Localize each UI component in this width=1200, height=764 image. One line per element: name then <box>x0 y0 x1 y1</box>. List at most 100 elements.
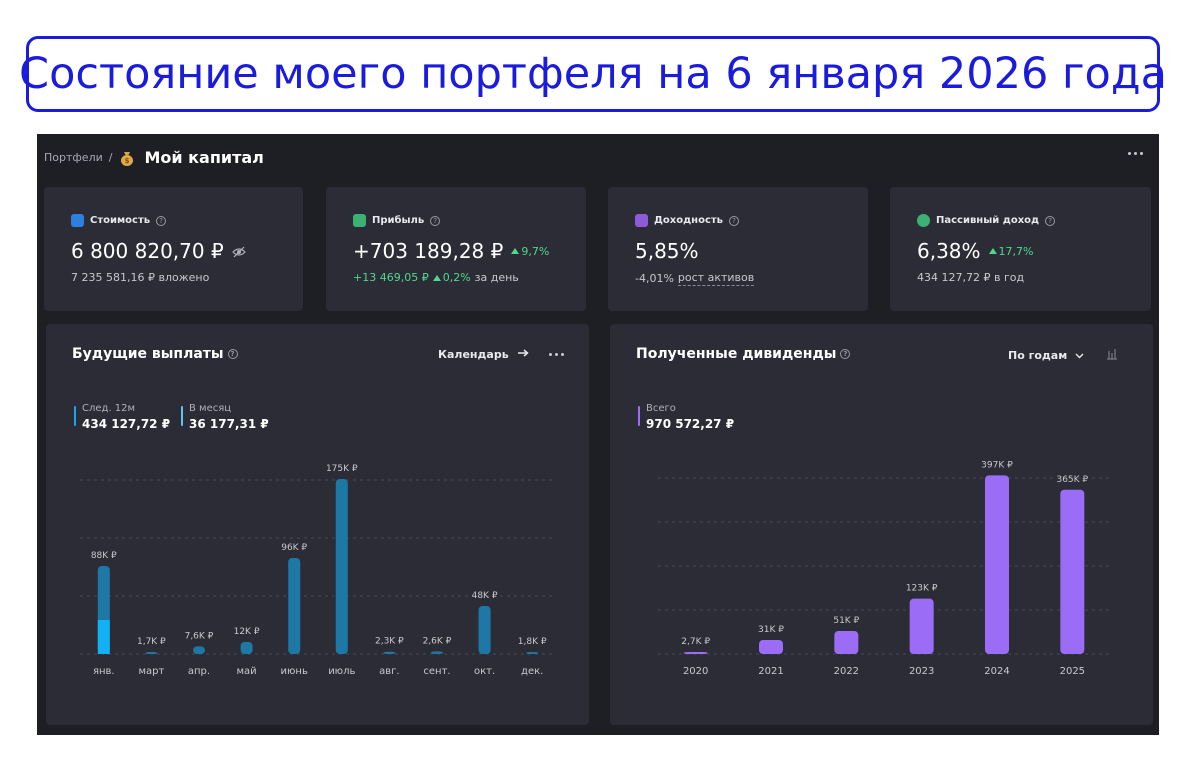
period-select-value: По годам <box>1008 349 1068 362</box>
svg-text:$: $ <box>125 157 130 165</box>
card-value: Стоимость ? 6 800 820,70 ₽ 7 235 581,16 … <box>44 187 303 311</box>
card-label: Доходность <box>654 215 723 226</box>
x-tick-label: 2023 <box>909 666 934 677</box>
help-icon[interactable]: ? <box>729 215 739 226</box>
card-profit: Прибыль ? +703 189,28 ₽ 9,7% +13 469,05 … <box>326 187 586 311</box>
x-tick-label: 2021 <box>758 666 783 677</box>
chart-type-icon[interactable] <box>1106 348 1118 363</box>
panel-title: Будущие выплаты <box>72 346 224 362</box>
x-tick-label: март <box>138 666 164 677</box>
chart-bar <box>288 558 301 654</box>
legend-next-12m: След. 12м 434 127,72 ₽ <box>74 403 170 431</box>
breadcrumb-portfolios-link[interactable]: Портфели <box>44 151 103 164</box>
chart-bar <box>240 642 253 654</box>
x-tick-label: 2020 <box>683 666 708 677</box>
x-tick-label: янв. <box>93 666 115 677</box>
x-tick-label: май <box>237 666 257 677</box>
card-main-value: 5,85% <box>635 239 699 263</box>
help-icon[interactable]: ? <box>430 215 441 226</box>
x-tick-label: 2022 <box>834 666 859 677</box>
chart-bar <box>431 651 443 654</box>
panel-more-button[interactable] <box>547 349 567 361</box>
x-tick-label: 2025 <box>1060 666 1085 677</box>
card-yield: Доходность ? 5,85% -4,01% рост активов <box>608 187 868 311</box>
help-icon[interactable]: ? <box>1045 215 1056 226</box>
dividends-panel: Полученные дивиденды ? По годам Всего 97… <box>610 324 1153 725</box>
bar-value-label: 31K ₽ <box>758 625 784 635</box>
change-value: 9,7% <box>521 244 550 258</box>
chart-bar <box>834 631 859 654</box>
x-tick-label: апр. <box>188 666 210 677</box>
help-icon[interactable]: ? <box>227 349 238 359</box>
chart-bar <box>145 652 158 654</box>
chart-bar <box>335 479 348 654</box>
bar-value-label: 88K ₽ <box>91 551 117 561</box>
x-tick-label: сент. <box>423 666 450 677</box>
triangle-up-icon <box>511 248 520 254</box>
eye-off-icon[interactable] <box>231 239 246 263</box>
asset-growth-link[interactable]: рост активов <box>677 271 755 286</box>
card-label: Прибыль <box>372 215 425 226</box>
legend-total: Всего 970 572,27 ₽ <box>638 403 734 431</box>
arrow-right-icon[interactable] <box>517 348 529 361</box>
piggy-bank-icon <box>917 214 930 227</box>
calendar-icon <box>635 214 648 227</box>
bar-value-label: 7,6K ₽ <box>185 631 214 641</box>
bar-value-label: 1,8K ₽ <box>518 637 547 647</box>
dividends-chart: 2,7K ₽ 2020 31K ₽ 2021 51K ₽ 2022 123K ₽ 2023 39… <box>658 460 1110 677</box>
period-select[interactable]: По годам <box>1008 349 1084 362</box>
card-main-value: 6 800 820,70 ₽ <box>71 239 224 263</box>
legend-swatch <box>74 406 76 426</box>
page-title: Мой капитал <box>144 148 264 167</box>
triangle-up-icon <box>432 274 441 281</box>
chart-bar <box>383 651 396 654</box>
wallet-icon <box>71 214 84 227</box>
card-sub-suffix: за день <box>474 271 519 284</box>
legend-swatch <box>181 406 183 426</box>
bar-value-label: 48K ₽ <box>472 591 498 601</box>
future-payments-panel: Будущие выплаты ? Календарь След. 12м 43… <box>46 324 589 725</box>
help-icon[interactable]: ? <box>156 215 167 226</box>
card-sub-value: -4,01% <box>635 272 674 285</box>
triangle-up-icon <box>988 248 997 254</box>
more-dots-icon <box>1125 146 1145 160</box>
chart-bar <box>1060 489 1085 654</box>
page-banner-title: Состояние моего портфеля на 6 января 202… <box>19 36 1167 112</box>
bar-value-label: 123K ₽ <box>906 584 938 594</box>
x-tick-label: июнь <box>281 666 308 677</box>
change-value: 17,7% <box>998 244 1034 258</box>
breadcrumb-separator: / <box>108 151 113 164</box>
help-icon[interactable]: ? <box>840 349 851 359</box>
legend-label: След. 12м <box>82 403 136 414</box>
bar-value-label: 12K ₽ <box>234 627 260 637</box>
chart-bar <box>909 598 934 654</box>
chart-bar <box>478 606 491 654</box>
legend-swatch <box>638 406 640 426</box>
x-tick-label: авг. <box>379 666 399 677</box>
bar-value-label: 1,7K ₽ <box>137 637 166 647</box>
card-label: Стоимость <box>90 215 151 226</box>
chart-bar <box>526 652 539 654</box>
card-sub-value: +13 469,05 ₽ <box>353 271 429 284</box>
bar-value-label: 2,7K ₽ <box>681 637 710 647</box>
app-window: Портфели / $ Мой капитал Стоимость ? 6 8… <box>37 134 1159 735</box>
card-sub-text: 434 127,72 ₽ в год <box>917 271 1025 284</box>
bar-value-label: 96K ₽ <box>281 543 307 553</box>
change-badge: 9,7% <box>511 245 549 258</box>
card-main-value: +703 189,28 ₽ <box>353 239 504 263</box>
card-main-value: 6,38% <box>917 239 981 263</box>
more-dots-icon <box>547 349 567 361</box>
money-bag-icon: $ <box>118 149 136 167</box>
legend-value: 434 127,72 ₽ <box>82 417 171 431</box>
breadcrumb: Портфели / $ Мой капитал <box>44 148 264 167</box>
card-passive-income: Пассивный доход ? 6,38% 17,7% 434 127,72… <box>890 187 1151 311</box>
calendar-link[interactable]: Календарь <box>438 348 509 361</box>
more-options-button[interactable] <box>1125 146 1145 160</box>
x-tick-label: окт. <box>474 666 495 677</box>
x-tick-label: дек. <box>521 666 543 677</box>
chart-bar <box>193 646 205 654</box>
chart-bar <box>985 475 1009 654</box>
chart-bar-highlight <box>97 620 110 654</box>
chart-bar <box>759 640 783 654</box>
legend-value: 970 572,27 ₽ <box>646 417 735 431</box>
